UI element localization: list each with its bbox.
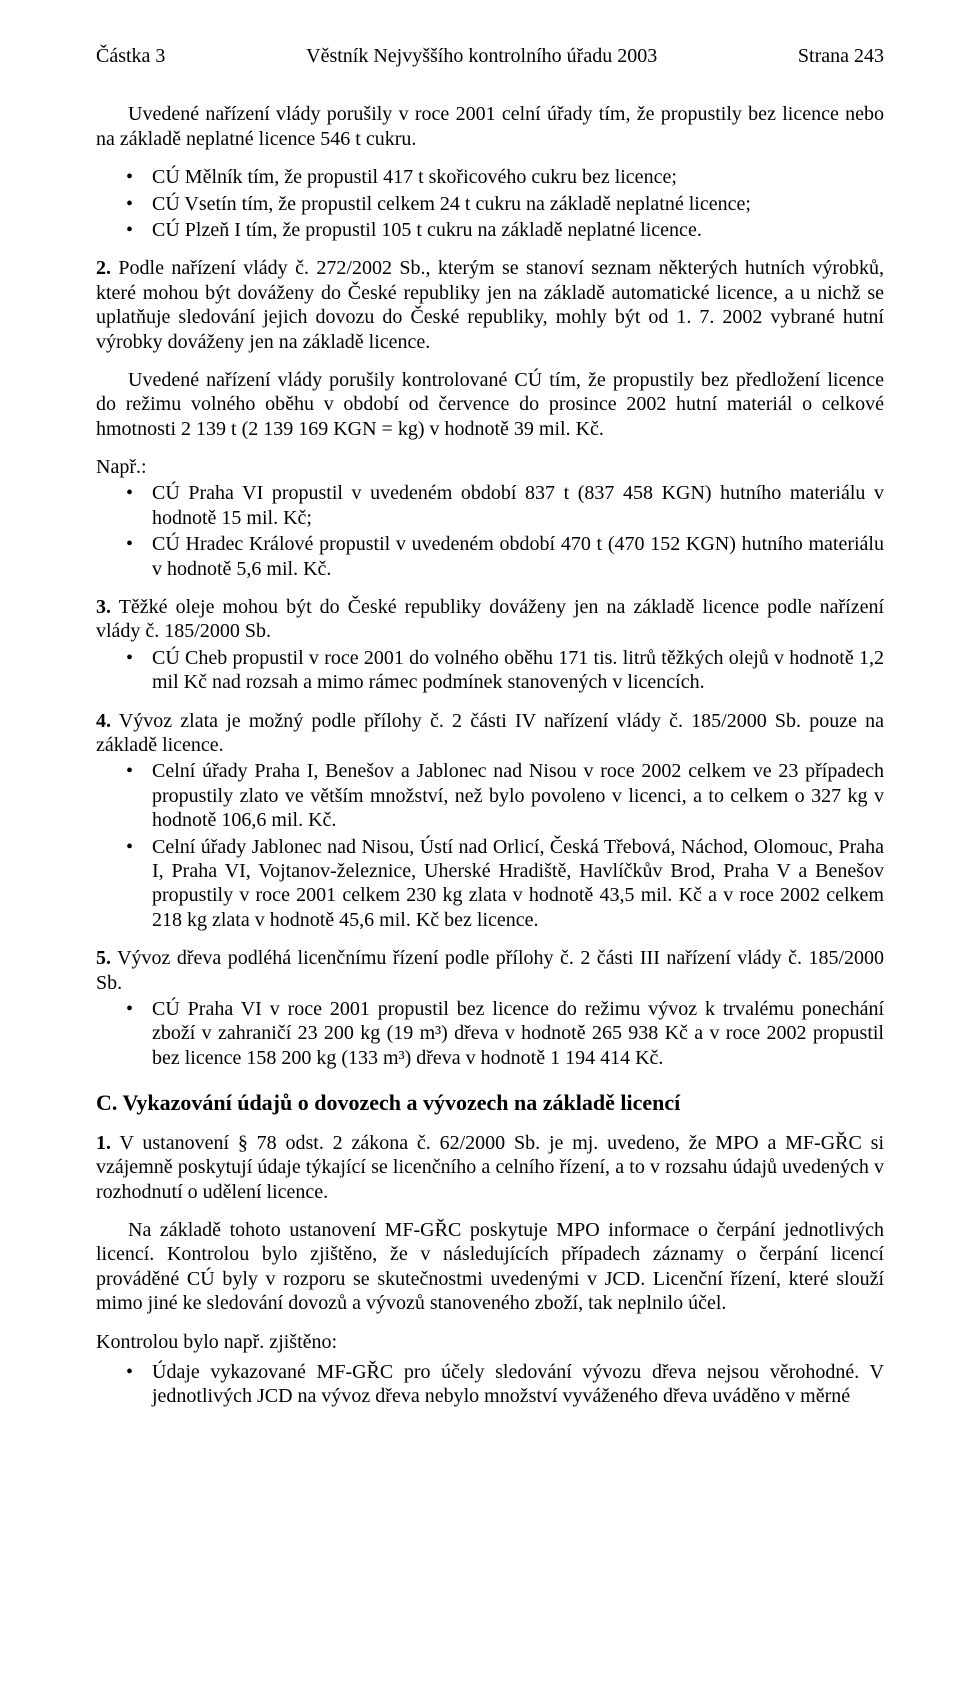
document-page: Částka 3 Věstník Nejvyššího kontrolního …: [0, 0, 960, 1483]
section-c-heading: C. Vykazování údajů o dovozech a vývozec…: [96, 1090, 884, 1117]
section-4: 4. Vývoz zlata je možný podle přílohy č.…: [96, 709, 884, 933]
section-text: Vývoz dřeva podléhá licenčnímu řízení po…: [96, 947, 884, 993]
section-text: V ustanovení § 78 odst. 2 zákona č. 62/2…: [96, 1132, 884, 1203]
list-item: CÚ Mělník tím, že propustil 417 t skořic…: [152, 165, 884, 189]
section-c1: 1. V ustanovení § 78 odst. 2 zákona č. 6…: [96, 1131, 884, 1204]
section-text: Podle nařízení vlády č. 272/2002 Sb., kt…: [96, 257, 884, 352]
section-number: 1.: [96, 1132, 111, 1154]
header-center: Věstník Nejvyššího kontrolního úřadu 200…: [306, 44, 657, 68]
found-label: Kontrolou bylo např. zjištěno:: [96, 1330, 884, 1354]
example-bullet-list: CÚ Praha VI propustil v uvedeném období …: [96, 481, 884, 581]
list-item: CÚ Vsetín tím, že propustil celkem 24 t …: [152, 192, 884, 216]
section-3-bullets: CÚ Cheb propustil v roce 2001 do volného…: [96, 646, 884, 695]
header-right: Strana 243: [798, 44, 884, 68]
list-item: CÚ Praha VI v roce 2001 propustil bez li…: [152, 997, 884, 1070]
section-number: 5.: [96, 947, 111, 969]
section-c-paragraph: Na základě tohoto ustanovení MF-GŘC posk…: [96, 1218, 884, 1316]
intro-paragraph: Uvedené nařízení vlády porušily v roce 2…: [96, 102, 884, 151]
page-header: Částka 3 Věstník Nejvyššího kontrolního …: [96, 44, 884, 68]
section-text: Vývoz zlata je možný podle přílohy č. 2 …: [96, 710, 884, 756]
list-item: CÚ Cheb propustil v roce 2001 do volného…: [152, 646, 884, 695]
found-bullet-list: Údaje vykazované MF-GŘC pro účely sledov…: [96, 1360, 884, 1409]
section-5: 5. Vývoz dřeva podléhá licenčnímu řízení…: [96, 946, 884, 1070]
list-item: Údaje vykazované MF-GŘC pro účely sledov…: [152, 1360, 884, 1409]
section-number: 3.: [96, 596, 111, 618]
example-label: Např.:: [96, 455, 884, 479]
intro-bullet-list: CÚ Mělník tím, že propustil 417 t skořic…: [96, 165, 884, 242]
section-number: 2.: [96, 257, 111, 279]
section-5-bullets: CÚ Praha VI v roce 2001 propustil bez li…: [96, 997, 884, 1070]
section-number: 4.: [96, 710, 111, 732]
section-3: 3. Těžké oleje mohou být do České republ…: [96, 595, 884, 695]
section-2a-paragraph: Uvedené nařízení vlády porušily kontrolo…: [96, 368, 884, 441]
section-4-bullets: Celní úřady Praha I, Benešov a Jablonec …: [96, 759, 884, 932]
header-left: Částka 3: [96, 44, 165, 68]
section-2: 2. Podle nařízení vlády č. 272/2002 Sb.,…: [96, 256, 884, 354]
list-item: CÚ Plzeň I tím, že propustil 105 t cukru…: [152, 218, 884, 242]
list-item: Celní úřady Praha I, Benešov a Jablonec …: [152, 759, 884, 832]
section-text: Těžké oleje mohou být do České republiky…: [96, 596, 884, 642]
list-item: Celní úřady Jablonec nad Nisou, Ústí nad…: [152, 835, 884, 933]
list-item: CÚ Praha VI propustil v uvedeném období …: [152, 481, 884, 530]
list-item: CÚ Hradec Králové propustil v uvedeném o…: [152, 532, 884, 581]
